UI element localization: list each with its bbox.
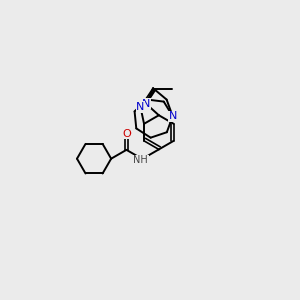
Text: N: N bbox=[169, 111, 177, 121]
Text: O: O bbox=[122, 129, 131, 139]
Text: O: O bbox=[122, 129, 131, 139]
Text: NH: NH bbox=[134, 155, 148, 166]
Text: N: N bbox=[142, 99, 150, 109]
Text: N: N bbox=[136, 102, 145, 112]
Text: N: N bbox=[142, 99, 150, 109]
Text: NH: NH bbox=[134, 155, 148, 166]
Text: N: N bbox=[169, 111, 177, 121]
Text: N: N bbox=[136, 102, 145, 112]
Text: N: N bbox=[169, 111, 177, 121]
